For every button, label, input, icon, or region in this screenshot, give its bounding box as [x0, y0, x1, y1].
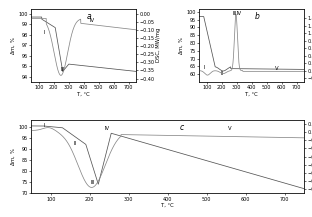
X-axis label: T, °C: T, °C [161, 203, 174, 208]
Text: V: V [275, 66, 279, 71]
Text: a: a [87, 12, 91, 21]
Text: V: V [228, 126, 232, 131]
X-axis label: T, °C: T, °C [245, 92, 258, 97]
X-axis label: T, °C: T, °C [77, 92, 90, 97]
Y-axis label: DSC, MW/mg: DSC, MW/mg [156, 28, 161, 62]
Text: I: I [43, 30, 45, 35]
Text: IV: IV [105, 126, 110, 131]
Text: I: I [204, 65, 206, 70]
Text: II: II [221, 71, 224, 76]
Y-axis label: $\Delta m$, %: $\Delta m$, % [9, 147, 17, 166]
Text: III: III [60, 67, 65, 72]
Text: III: III [232, 12, 237, 16]
Text: IV: IV [90, 18, 95, 23]
Text: IV: IV [236, 12, 241, 16]
Text: II: II [73, 141, 76, 146]
Text: III: III [90, 180, 95, 185]
Text: I: I [44, 123, 45, 128]
Text: b: b [255, 12, 259, 21]
Y-axis label: $\Delta m$, %: $\Delta m$, % [178, 36, 185, 55]
Text: c: c [179, 123, 183, 132]
Y-axis label: $\Delta m$, %: $\Delta m$, % [9, 36, 17, 55]
